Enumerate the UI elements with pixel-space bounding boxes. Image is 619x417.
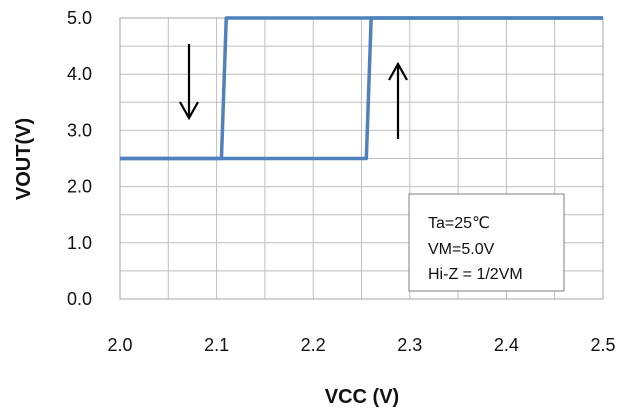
- series-layer: [120, 16, 603, 161]
- arrow-down-icon: [179, 44, 199, 121]
- annotation-line-hiz: Hi-Z = 1/2VM: [428, 266, 523, 283]
- annotation-box-frame: [408, 193, 565, 292]
- series-line-up: [120, 16, 603, 161]
- y-axis-label: VOUT(V): [13, 118, 35, 200]
- arrow-up-icon: [388, 61, 408, 139]
- y-tick-label: 0.0: [67, 289, 92, 309]
- y-tick-label: 3.0: [67, 120, 92, 140]
- x-tick-label: 2.5: [590, 335, 615, 355]
- x-tick-label: 2.2: [301, 335, 326, 355]
- y-tick-label: 4.0: [67, 64, 92, 84]
- x-tick-label: 2.4: [494, 335, 519, 355]
- x-tick-label: 2.1: [204, 335, 229, 355]
- x-axis-label: VCC (V): [325, 386, 399, 408]
- x-tick-label: 2.0: [107, 335, 132, 355]
- y-tick-label: 5.0: [67, 8, 92, 28]
- tick-layer: 2.0 2.1 2.2 2.3 2.4 2.5 0.0 1.0 2.0 3.0 4.0 5.0: [67, 8, 616, 355]
- y-tick-label: 1.0: [67, 233, 92, 253]
- arrow-down-icon-head: [179, 101, 199, 121]
- y-tick-label: 2.0: [67, 177, 92, 197]
- arrow-layer: [179, 44, 408, 139]
- arrow-up-icon-head: [388, 61, 408, 81]
- annotation-line-vm: VM=5.0V: [428, 241, 495, 258]
- annotation-line-temperature: Ta=25℃: [428, 215, 490, 232]
- annotation-box: Ta=25℃ VM=5.0V Hi-Z = 1/2VM: [408, 193, 565, 292]
- x-tick-label: 2.3: [397, 335, 422, 355]
